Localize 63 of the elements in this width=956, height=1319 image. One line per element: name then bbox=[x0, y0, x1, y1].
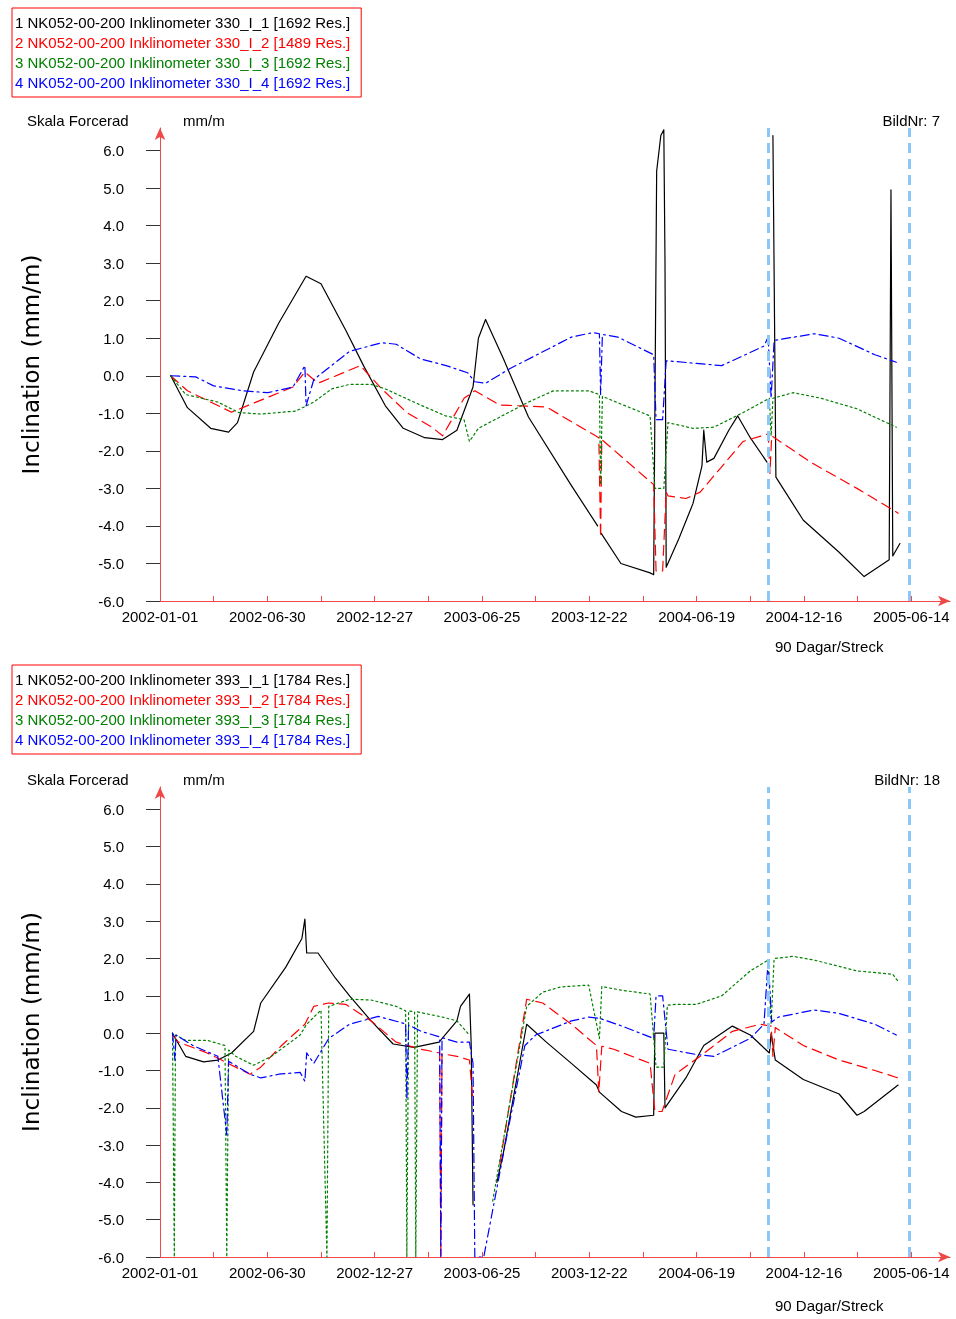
text: 1 NK052-00-200 Inklinometer 330_I_1 [1692 Res.] bbox=[15, 14, 351, 31]
y-tick-label: -5.0 bbox=[98, 1211, 124, 1229]
y-tick-label: 3.0 bbox=[103, 254, 124, 272]
text: 4 NK052-00-200 Inklinometer 393_I_4 [1784 Res.] bbox=[15, 731, 351, 748]
x-tick-label: 2003-12-22 bbox=[550, 608, 628, 625]
text: 90 Dagar/Streck bbox=[775, 1297, 884, 1314]
y-tick-label: -4.0 bbox=[98, 1173, 124, 1191]
x-tick-label: 2002-06-30 bbox=[228, 1264, 306, 1281]
y-tick-label: -4.0 bbox=[98, 517, 124, 535]
text: 3 NK052-00-200 Inklinometer 330_I_3 [1692 Res.] bbox=[15, 54, 351, 71]
y-tick-label: 0.0 bbox=[103, 1024, 124, 1042]
x-tick-label: 2004-06-19 bbox=[658, 608, 735, 625]
y-tick-label: -3.0 bbox=[98, 1136, 124, 1154]
annotation: BildNr: 18 bbox=[874, 771, 940, 788]
x-tick-label: 2004-12-16 bbox=[765, 608, 843, 625]
x-tick-label: 2003-06-25 bbox=[443, 608, 521, 625]
text: 4 NK052-00-200 Inklinometer 330_I_4 [1692 Res.] bbox=[15, 74, 351, 91]
text: Skala Forcerad bbox=[27, 771, 129, 788]
x-tick-label: 2003-06-25 bbox=[443, 1264, 521, 1281]
y-tick-label: 2.0 bbox=[103, 950, 124, 968]
y-tick-label: -6.0 bbox=[98, 1248, 124, 1266]
text: 2 NK052-00-200 Inklinometer 330_I_2 [1489 Res.] bbox=[15, 34, 351, 51]
y-tick-label: 6.0 bbox=[103, 142, 124, 160]
x-tick-label: 2003-12-22 bbox=[550, 1264, 628, 1281]
text: 90 Dagar/Streck bbox=[775, 638, 884, 655]
y-tick-label: 1.0 bbox=[103, 987, 124, 1005]
annotation: mm/m bbox=[183, 112, 225, 129]
x-tick-label: 2002-01-01 bbox=[121, 608, 199, 625]
x-tick-label: 2004-06-19 bbox=[658, 1264, 735, 1281]
y-tick-label: 4.0 bbox=[103, 875, 124, 893]
y-tick-label: -1.0 bbox=[98, 1061, 124, 1079]
y-axis-title: Inclination (mm/m) bbox=[17, 254, 44, 475]
line-series bbox=[170, 331, 897, 421]
text: 2 NK052-00-200 Inklinometer 393_I_2 [1784 Res.] bbox=[15, 691, 351, 708]
y-tick-label: 4.0 bbox=[103, 217, 124, 235]
y-tick-label: -2.0 bbox=[98, 1099, 124, 1117]
x-tick-label: 2005-06-14 bbox=[872, 608, 950, 625]
y-tick-label: 6.0 bbox=[103, 800, 124, 818]
annotation: BildNr: 7 bbox=[882, 112, 940, 129]
x-tick-label: 2005-06-14 bbox=[872, 1264, 950, 1281]
y-tick-label: 5.0 bbox=[103, 838, 124, 856]
x-tick-label: 2002-01-01 bbox=[121, 1264, 199, 1281]
y-tick-label: 5.0 bbox=[103, 179, 124, 197]
y-tick-label: 2.0 bbox=[103, 292, 124, 310]
text: 3 NK052-00-200 Inklinometer 393_I_3 [1784 Res.] bbox=[15, 711, 351, 728]
x-tick-label: 2002-12-27 bbox=[336, 608, 414, 625]
annotation: mm/m bbox=[183, 771, 225, 788]
y-tick-label: 0.0 bbox=[103, 367, 124, 385]
x-tick-label: 2002-12-27 bbox=[336, 1264, 414, 1281]
x-tick-label: 2002-06-30 bbox=[228, 608, 306, 625]
y-tick-label: -2.0 bbox=[98, 442, 124, 460]
y-tick-label: -6.0 bbox=[98, 592, 124, 610]
y-tick-label: -5.0 bbox=[98, 554, 124, 572]
text: Skala Forcerad bbox=[27, 112, 129, 129]
y-tick-label: -1.0 bbox=[98, 404, 124, 422]
y-tick-label: 3.0 bbox=[103, 912, 124, 930]
y-tick-label: 1.0 bbox=[103, 329, 124, 347]
y-tick-label: -3.0 bbox=[98, 479, 124, 497]
y-axis-title: Inclination (mm/m) bbox=[17, 912, 44, 1132]
line-series bbox=[170, 375, 897, 489]
x-tick-label: 2004-12-16 bbox=[765, 1264, 843, 1281]
line-series bbox=[170, 365, 899, 572]
text: 1 NK052-00-200 Inklinometer 393_I_1 [1784 Res.] bbox=[15, 671, 351, 688]
